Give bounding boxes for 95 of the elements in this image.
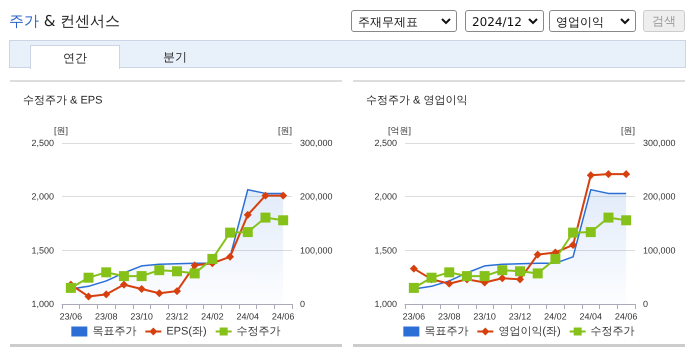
x-tick-label: 23/08 <box>94 312 118 322</box>
y-tick-label: 2,000 <box>374 192 397 202</box>
y2-axis-title: [원] <box>278 126 292 136</box>
point <box>445 280 454 288</box>
x-tick-label: 24/02 <box>201 312 224 322</box>
legend-label: EPS(좌) <box>166 326 207 338</box>
x-tick-label: 23/12 <box>166 312 188 322</box>
x-tick-label: 23/08 <box>438 312 460 322</box>
point <box>515 266 525 276</box>
point <box>516 275 524 284</box>
x-tick-label: 24/02 <box>544 312 567 322</box>
point <box>444 267 454 278</box>
point <box>226 252 234 261</box>
point <box>242 227 253 238</box>
point <box>569 240 578 249</box>
point <box>568 228 578 238</box>
x-tick-label: 23/10 <box>473 312 496 322</box>
point <box>480 271 490 282</box>
y-tick-label: 2,500 <box>31 138 54 148</box>
text: 연간 <box>30 45 120 69</box>
point <box>172 266 182 276</box>
point <box>207 254 218 264</box>
point <box>426 272 437 283</box>
x-tick-label: 24/06 <box>614 312 638 322</box>
y2-tick-label: 0 <box>300 299 306 309</box>
point <box>550 254 560 264</box>
legend-label: 목표주가 <box>424 326 468 338</box>
y-axis-title: [억원] <box>388 126 411 136</box>
y-tick-label: 1,500 <box>31 245 54 256</box>
point <box>586 171 595 180</box>
y2-tick-label: 300,000 <box>300 138 333 148</box>
point <box>534 250 542 259</box>
point <box>225 228 236 238</box>
point <box>260 212 270 223</box>
y-tick-label: 2,000 <box>31 192 54 202</box>
point <box>84 272 94 283</box>
point <box>66 282 76 293</box>
y-tick-label: 1,000 <box>31 299 54 309</box>
x-tick-label: 24/04 <box>236 312 260 322</box>
legend-label: 영업이익(좌) <box>498 326 561 338</box>
point <box>279 192 288 200</box>
point <box>261 192 270 200</box>
text: 검색 <box>643 10 685 32</box>
point <box>604 170 612 178</box>
point <box>408 282 419 293</box>
point <box>138 284 146 293</box>
y2-tick-label: 100,000 <box>643 245 676 256</box>
point <box>498 274 506 282</box>
text: 주가 & 컨센서스 <box>9 12 120 31</box>
text: 분기 <box>162 49 188 66</box>
point <box>190 261 199 270</box>
point <box>190 268 200 278</box>
point <box>410 264 418 273</box>
x-tick-label: 23/06 <box>402 312 426 322</box>
x-tick-label: 24/06 <box>272 312 294 322</box>
point <box>622 170 630 178</box>
x-tick-label: 23/12 <box>508 312 532 322</box>
text: 주재무제표 <box>358 15 418 29</box>
y-tick-label: 1,000 <box>374 299 397 309</box>
y2-tick-label: 200,000 <box>643 192 676 202</box>
point <box>154 265 164 276</box>
y2-tick-label: 0 <box>643 299 648 309</box>
y2-tick-label: 300,000 <box>643 138 676 148</box>
point <box>586 227 596 238</box>
point <box>173 287 181 296</box>
point <box>101 267 112 278</box>
point <box>244 210 252 219</box>
point <box>118 271 129 282</box>
x-tick-label: 23/06 <box>60 312 82 322</box>
point <box>462 271 472 282</box>
point <box>84 292 93 300</box>
point <box>102 290 110 298</box>
legend-label: 수정주가 <box>236 326 281 338</box>
y-axis-title: [원] <box>54 126 68 136</box>
point <box>603 212 614 223</box>
x-tick-label: 23/10 <box>130 312 153 322</box>
y2-tick-label: 200,000 <box>300 192 333 202</box>
legend-label: 수정주가 <box>590 326 635 338</box>
y2-axis-title: [원] <box>621 126 636 136</box>
y-tick-label: 1,500 <box>374 245 397 256</box>
y2-tick-label: 100,000 <box>300 245 333 256</box>
legend-label: 목표주가 <box>92 326 136 338</box>
point <box>120 280 128 289</box>
point <box>155 289 164 298</box>
y-tick-label: 2,500 <box>374 138 397 148</box>
text: 2024/12 <box>472 15 522 29</box>
x-tick-label: 24/04 <box>580 312 602 322</box>
chart-title: 수정주가 & EPS <box>23 94 102 106</box>
point <box>278 215 288 226</box>
point <box>136 271 147 282</box>
text: 영업이익 <box>556 15 604 29</box>
point <box>497 265 508 276</box>
chart-title: 수정주가 & 영업이익 <box>366 94 468 106</box>
point <box>532 268 543 278</box>
point <box>621 215 632 226</box>
